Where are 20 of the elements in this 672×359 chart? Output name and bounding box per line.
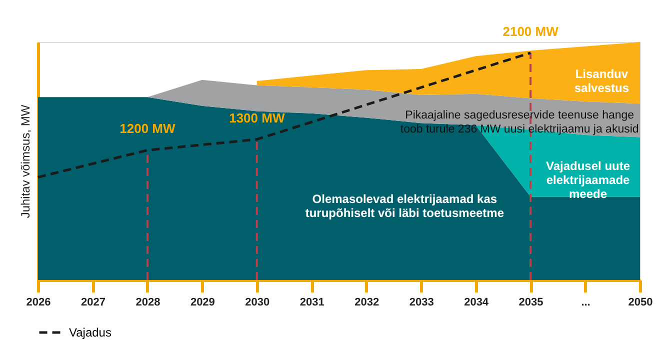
data-label: 1300 MW — [229, 110, 286, 126]
x-tick-label: 2033 — [409, 296, 434, 308]
x-tick-label: 2032 — [354, 296, 380, 308]
series-label: Lisanduv salvestus — [574, 66, 630, 95]
x-tick-label: 2031 — [300, 296, 324, 308]
series-label: Olemasolevad elektrijaamad kas turupõhiselt või läbi toetusmeetme — [305, 192, 504, 220]
legend-label: Vajadus — [69, 326, 112, 340]
x-tick-label: 2028 — [136, 296, 160, 308]
data-label: 1200 MW — [120, 121, 176, 136]
x-tick-label: 2026 — [26, 296, 51, 308]
x-tick-label: 2050 — [628, 296, 653, 308]
series-label: Vajadusel uute elektrijaamade meede — [546, 158, 630, 201]
data-label: 2100 MW — [502, 24, 560, 39]
x-tick-label: 2029 — [190, 296, 215, 308]
x-tick-label: 2030 — [245, 296, 270, 308]
y-axis-title: Juhitav võimsus, MW — [18, 104, 32, 218]
x-tick-label: ... — [581, 296, 590, 308]
x-tick-label: 2035 — [518, 296, 544, 308]
x-tick-label: 2034 — [464, 296, 490, 308]
x-tick-label: 2027 — [80, 296, 106, 308]
